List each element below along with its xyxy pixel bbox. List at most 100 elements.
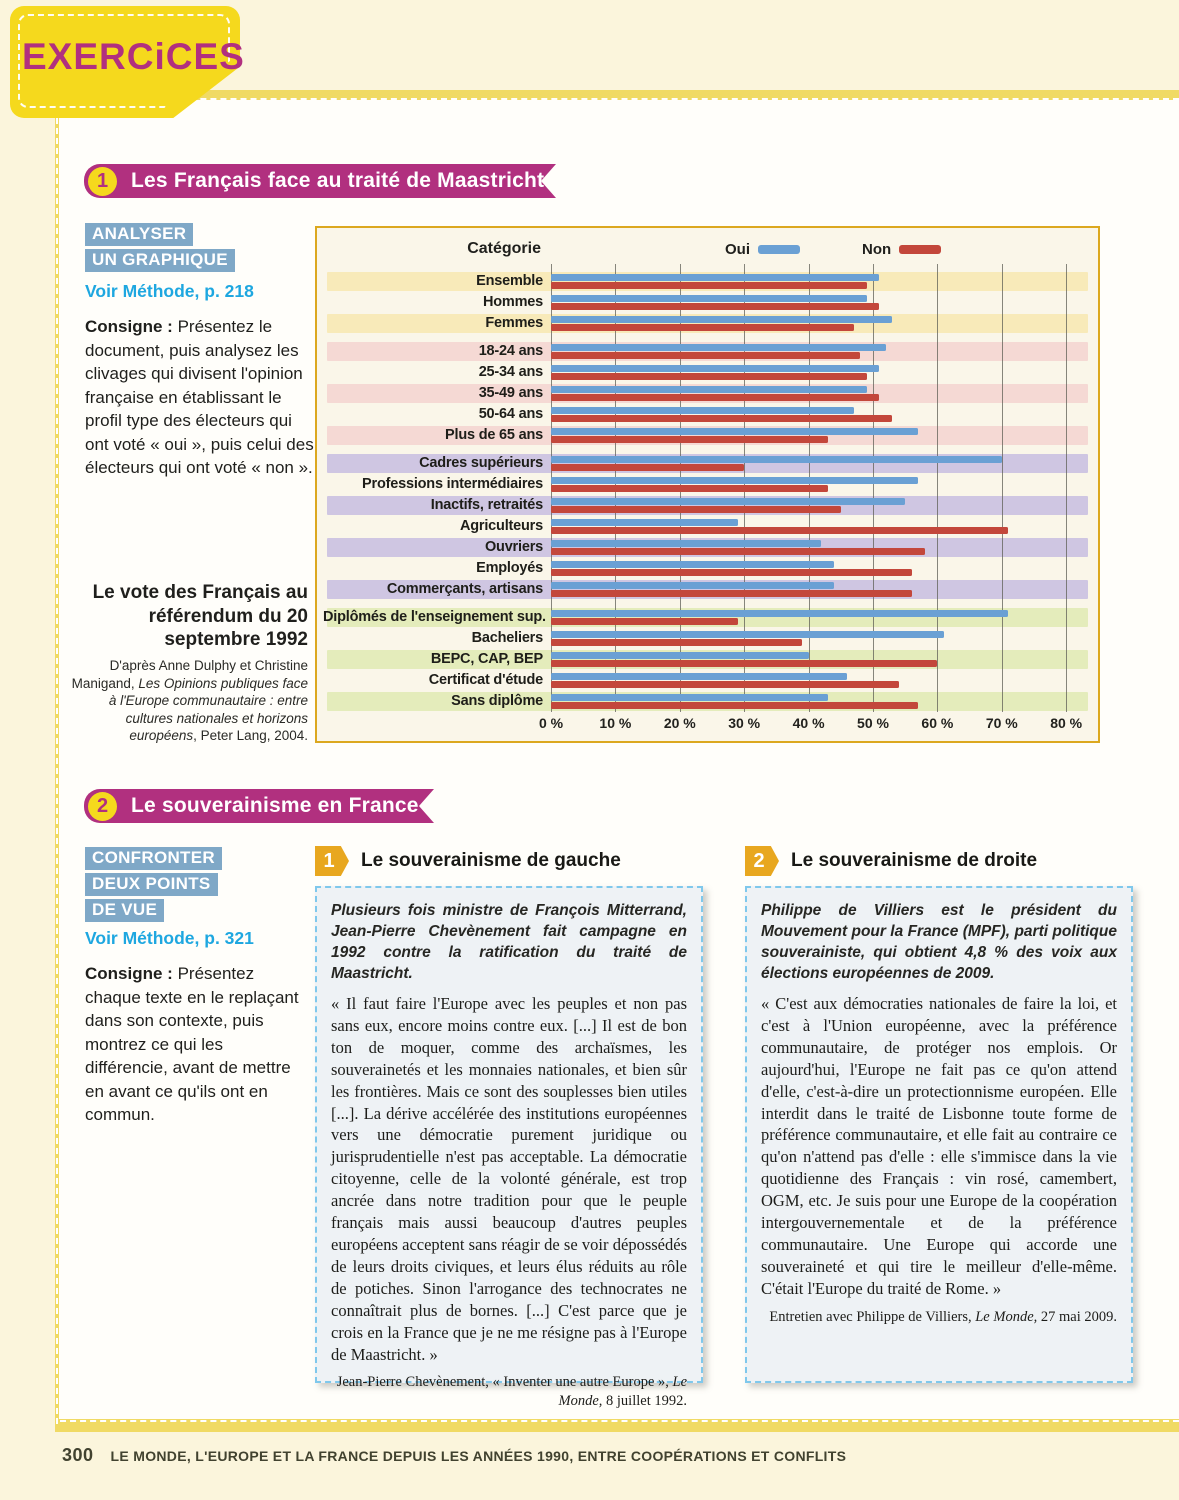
bar-oui: [551, 316, 893, 323]
bar-non: [551, 702, 919, 709]
doc2-intro: Philippe de Villiers est le président du…: [761, 902, 1117, 982]
chart-row: Employés: [327, 559, 1088, 578]
x-axis-tick-label: 0 %: [538, 715, 564, 731]
chart-row-label: 50-64 ans: [478, 406, 544, 422]
doc1-number-badge: 1: [315, 846, 349, 876]
bar-non: [551, 324, 854, 331]
doc2-source-prefix: Entretien avec Philippe de Villiers,: [769, 1308, 976, 1325]
bar-non: [551, 590, 912, 597]
chart-row: Femmes: [327, 314, 1088, 333]
chart-row: Diplômés de l'enseignement sup.: [323, 608, 1088, 627]
bar-oui: [551, 540, 822, 547]
chapter-title: LE MONDE, L'EUROPE ET LA FRANCE DEPUIS L…: [110, 1448, 847, 1464]
bar-oui: [551, 477, 919, 484]
chart-row-label: Employés: [476, 560, 543, 576]
chart-row-label: Ensemble: [476, 273, 543, 289]
chart-row: BEPC, CAP, BEP: [327, 650, 1088, 669]
panel-dashed-border-bottom: [60, 1420, 1179, 1422]
x-axis-tick-label: 20 %: [663, 715, 696, 731]
method-badge: ANALYSER: [85, 223, 194, 246]
caption-source-book-title: Les Opinions publiques face à l'Europe c…: [108, 675, 308, 744]
chart-plot-area: Catégorie Oui Non 0 % 10 % 20 % 30 % 40 % 50 % 6…: [317, 228, 1098, 741]
referendum-chart: Catégorie Oui Non 0 % 10 % 20 % 30 % 40 % 50 % 6…: [315, 226, 1100, 743]
method-badge: CONFRONTER: [85, 847, 222, 870]
chart-row-label: Ouvriers: [484, 539, 543, 555]
x-axis-tick-label: 60 %: [921, 715, 954, 731]
x-axis-tick-label: 10 %: [599, 715, 632, 731]
exercise2-title: Le souverainisme en France: [131, 794, 419, 817]
bar-oui: [551, 386, 867, 393]
bar-oui: [551, 582, 835, 589]
bar-oui: [551, 519, 738, 526]
chart-row-label: Cadres supérieurs: [419, 455, 543, 471]
bar-non: [551, 352, 861, 359]
bar-oui: [551, 673, 848, 680]
x-axis-tick-label: 30 %: [728, 715, 761, 731]
chart-row: Plus de 65 ans: [327, 426, 1088, 445]
chart-row: 50-64 ans: [327, 405, 1088, 424]
doc2-quote: « C'est aux démocraties nationales de fa…: [761, 994, 1117, 1298]
chart-row-label: Inactifs, retraités: [430, 497, 543, 513]
doc1-source-suffix: 8 juillet 1992.: [602, 1392, 687, 1409]
chart-row-label: Certificat d'étude: [428, 672, 543, 688]
chart-row: Hommes: [327, 293, 1088, 312]
exercise1-title: Les Français face au traité de Maastrich…: [131, 169, 545, 192]
legend-item-oui: Oui: [725, 241, 800, 258]
chart-row-label: 25-34 ans: [478, 364, 544, 380]
chart-row-label: Bacheliers: [471, 630, 544, 646]
chart-gridline: [937, 264, 939, 712]
chart-row-label: BEPC, CAP, BEP: [430, 651, 543, 667]
chart-row-label: Diplômés de l'enseignement sup.: [323, 609, 546, 625]
chart-row-label: Professions intermédiaires: [362, 476, 543, 492]
exercise2-number-badge: 2: [88, 792, 117, 821]
panel-dashed-border-top: [60, 98, 1179, 100]
method-badge: DEUX POINTS: [85, 873, 218, 896]
doc2-title: Le souverainisme de droite: [791, 850, 1038, 871]
chart-row-label: Agriculteurs: [459, 518, 543, 534]
chart-column-header: Catégorie: [467, 240, 541, 257]
panel-dashed-border-left: [56, 98, 58, 1424]
doc2-source: Entretien avec Philippe de Villiers, Le …: [761, 1308, 1117, 1327]
consigne-label: Consigne :: [85, 964, 173, 983]
exercise2-banner: 2 Le souverainisme en France: [84, 789, 434, 823]
chart-row: Professions intermédiaires: [327, 475, 1088, 494]
bar-oui: [551, 610, 1009, 617]
exercise1-method-badges: ANALYSER UN GRAPHIQUE: [85, 223, 320, 275]
chart-row: Inactifs, retraités: [327, 496, 1088, 515]
chart-row: Certificat d'étude: [327, 671, 1088, 690]
exercise1-consigne: Consigne : Présentez le document, puis a…: [85, 315, 317, 480]
doc1-text-box: Plusieurs fois ministre de François Mitt…: [315, 886, 703, 1409]
bar-non: [551, 660, 938, 667]
legend-label: Oui: [725, 241, 750, 258]
exercise2-consigne: Consigne : Présentez chaque texte en le …: [85, 962, 307, 1127]
consigne-text: Présentez le document, puis analysez les…: [85, 317, 314, 477]
doc1-title: Le souverainisme de gauche: [361, 850, 621, 871]
bar-non: [551, 506, 841, 513]
bar-non: [551, 303, 880, 310]
bar-non: [551, 618, 738, 625]
chart-row-label: Hommes: [482, 294, 543, 310]
bar-non: [551, 681, 899, 688]
exercices-tab-dashed-outline: [18, 14, 230, 108]
legend-label: Non: [862, 241, 892, 258]
bar-oui: [551, 428, 919, 435]
chart-row: Bacheliers: [327, 629, 1088, 648]
chart-row-label: Sans diplôme: [451, 693, 543, 709]
bar-non: [551, 569, 912, 576]
bar-oui: [551, 652, 809, 659]
bar-oui: [551, 407, 854, 414]
chart-caption-source: D'après Anne Dulphy et Christine Manigan…: [66, 657, 308, 745]
chart-gridline: [873, 264, 874, 712]
chart-row: Ouvriers: [327, 538, 1088, 557]
chart-row: 18-24 ans: [327, 342, 1088, 361]
exercise2-method-ref: Voir Méthode, p. 321: [85, 928, 254, 948]
exercise2-method-badges: CONFRONTER DEUX POINTS DE VUE: [85, 847, 320, 925]
doc2-number-badge: 2: [745, 846, 779, 876]
chart-row-label: Plus de 65 ans: [445, 427, 543, 443]
legend-swatch-non: [899, 245, 942, 254]
chart-row-label: Femmes: [485, 315, 543, 331]
bar-non: [551, 394, 880, 401]
exercise1-banner: 1 Les Français face au traité de Maastri…: [84, 164, 556, 198]
bar-non: [551, 527, 1009, 534]
